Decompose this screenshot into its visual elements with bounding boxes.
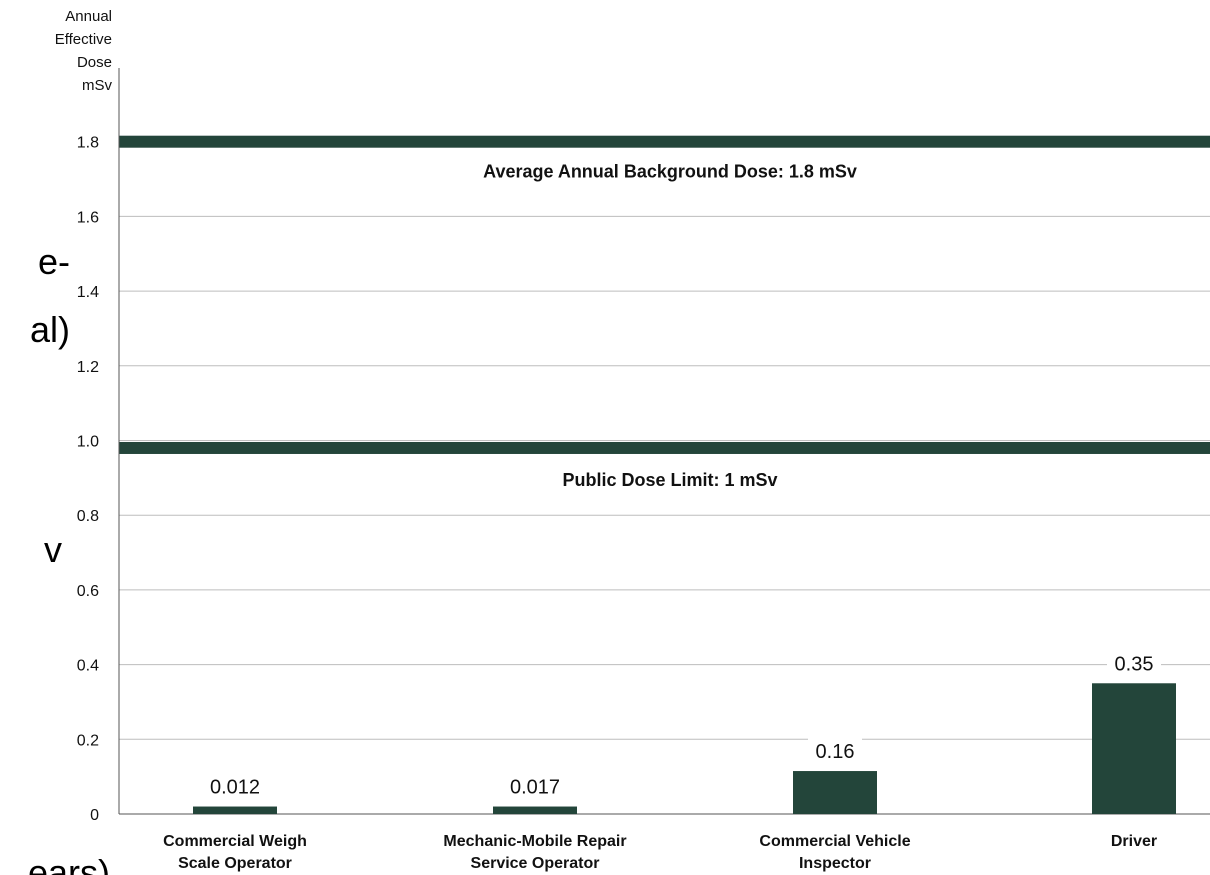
y-tick-label: 0.8	[77, 508, 99, 525]
y-axis-label-line: Annual	[65, 8, 112, 25]
bars	[193, 683, 1176, 814]
reference-line	[119, 135, 1210, 148]
background-fragment-4: ears)	[28, 852, 110, 875]
bar	[1092, 683, 1176, 814]
data-label: 0.012	[210, 777, 260, 799]
y-axis-label-line: Dose	[77, 54, 112, 71]
background-fragment-3: v	[44, 529, 62, 570]
data-labels: 0.012 0.017 0.16 0.35	[202, 649, 1161, 799]
y-tick-label: 0.4	[77, 658, 99, 675]
y-axis-label-line: mSv	[82, 77, 113, 94]
y-tick-label: 0	[90, 807, 99, 824]
data-label: 0.16	[816, 741, 855, 763]
x-tick-label: Commercial Vehicle	[759, 833, 910, 850]
y-axis-label-line: Effective	[55, 31, 112, 48]
y-tick-label: 1.4	[77, 284, 99, 301]
y-tick-label: 1.2	[77, 359, 99, 376]
bar	[493, 806, 577, 814]
y-tick-label: 0.2	[77, 732, 99, 749]
y-tick-label: 1.6	[77, 209, 99, 226]
reference-line	[119, 441, 1210, 454]
data-label-backdrop	[1107, 649, 1161, 676]
background-fragment-2: al)	[30, 309, 70, 350]
reference-line-label: Public Dose Limit: 1 mSv	[562, 470, 777, 490]
x-tick-label: Commercial Weigh	[163, 833, 307, 850]
data-label-backdrop	[502, 772, 568, 799]
data-label: 0.35	[1115, 653, 1154, 675]
background-fragment-1: e-	[38, 241, 70, 282]
data-label-backdrop	[202, 772, 268, 799]
bar	[193, 806, 277, 814]
x-tick-label: Mechanic-Mobile Repair	[443, 833, 626, 850]
bar	[793, 771, 877, 814]
y-tick-labels: 0 0.2 0.4 0.6 0.8 1.0 1.2 1.4 1.6 1.8	[77, 135, 99, 824]
x-tick-labels: Commercial Weigh Scale Operator Mechanic-M…	[163, 833, 1157, 872]
reference-lines: Average Annual Background Dose: 1.8 mSv P…	[119, 135, 1210, 490]
y-tick-label: 1.8	[77, 135, 99, 152]
background-fragments: e- al) v ears)	[28, 241, 110, 875]
x-tick-label: Inspector	[799, 855, 871, 872]
data-label: 0.017	[510, 777, 560, 799]
y-axis-label: Annual Effective Dose mSv	[55, 8, 113, 94]
y-tick-label: 0.6	[77, 583, 99, 600]
x-tick-label: Driver	[1111, 833, 1157, 850]
x-tick-label: Scale Operator	[178, 855, 292, 872]
x-tick-label: Service Operator	[471, 855, 600, 872]
reference-line-label: Average Annual Background Dose: 1.8 mSv	[483, 162, 857, 182]
y-tick-label: 1.0	[77, 434, 99, 451]
data-label-backdrop	[808, 737, 862, 764]
